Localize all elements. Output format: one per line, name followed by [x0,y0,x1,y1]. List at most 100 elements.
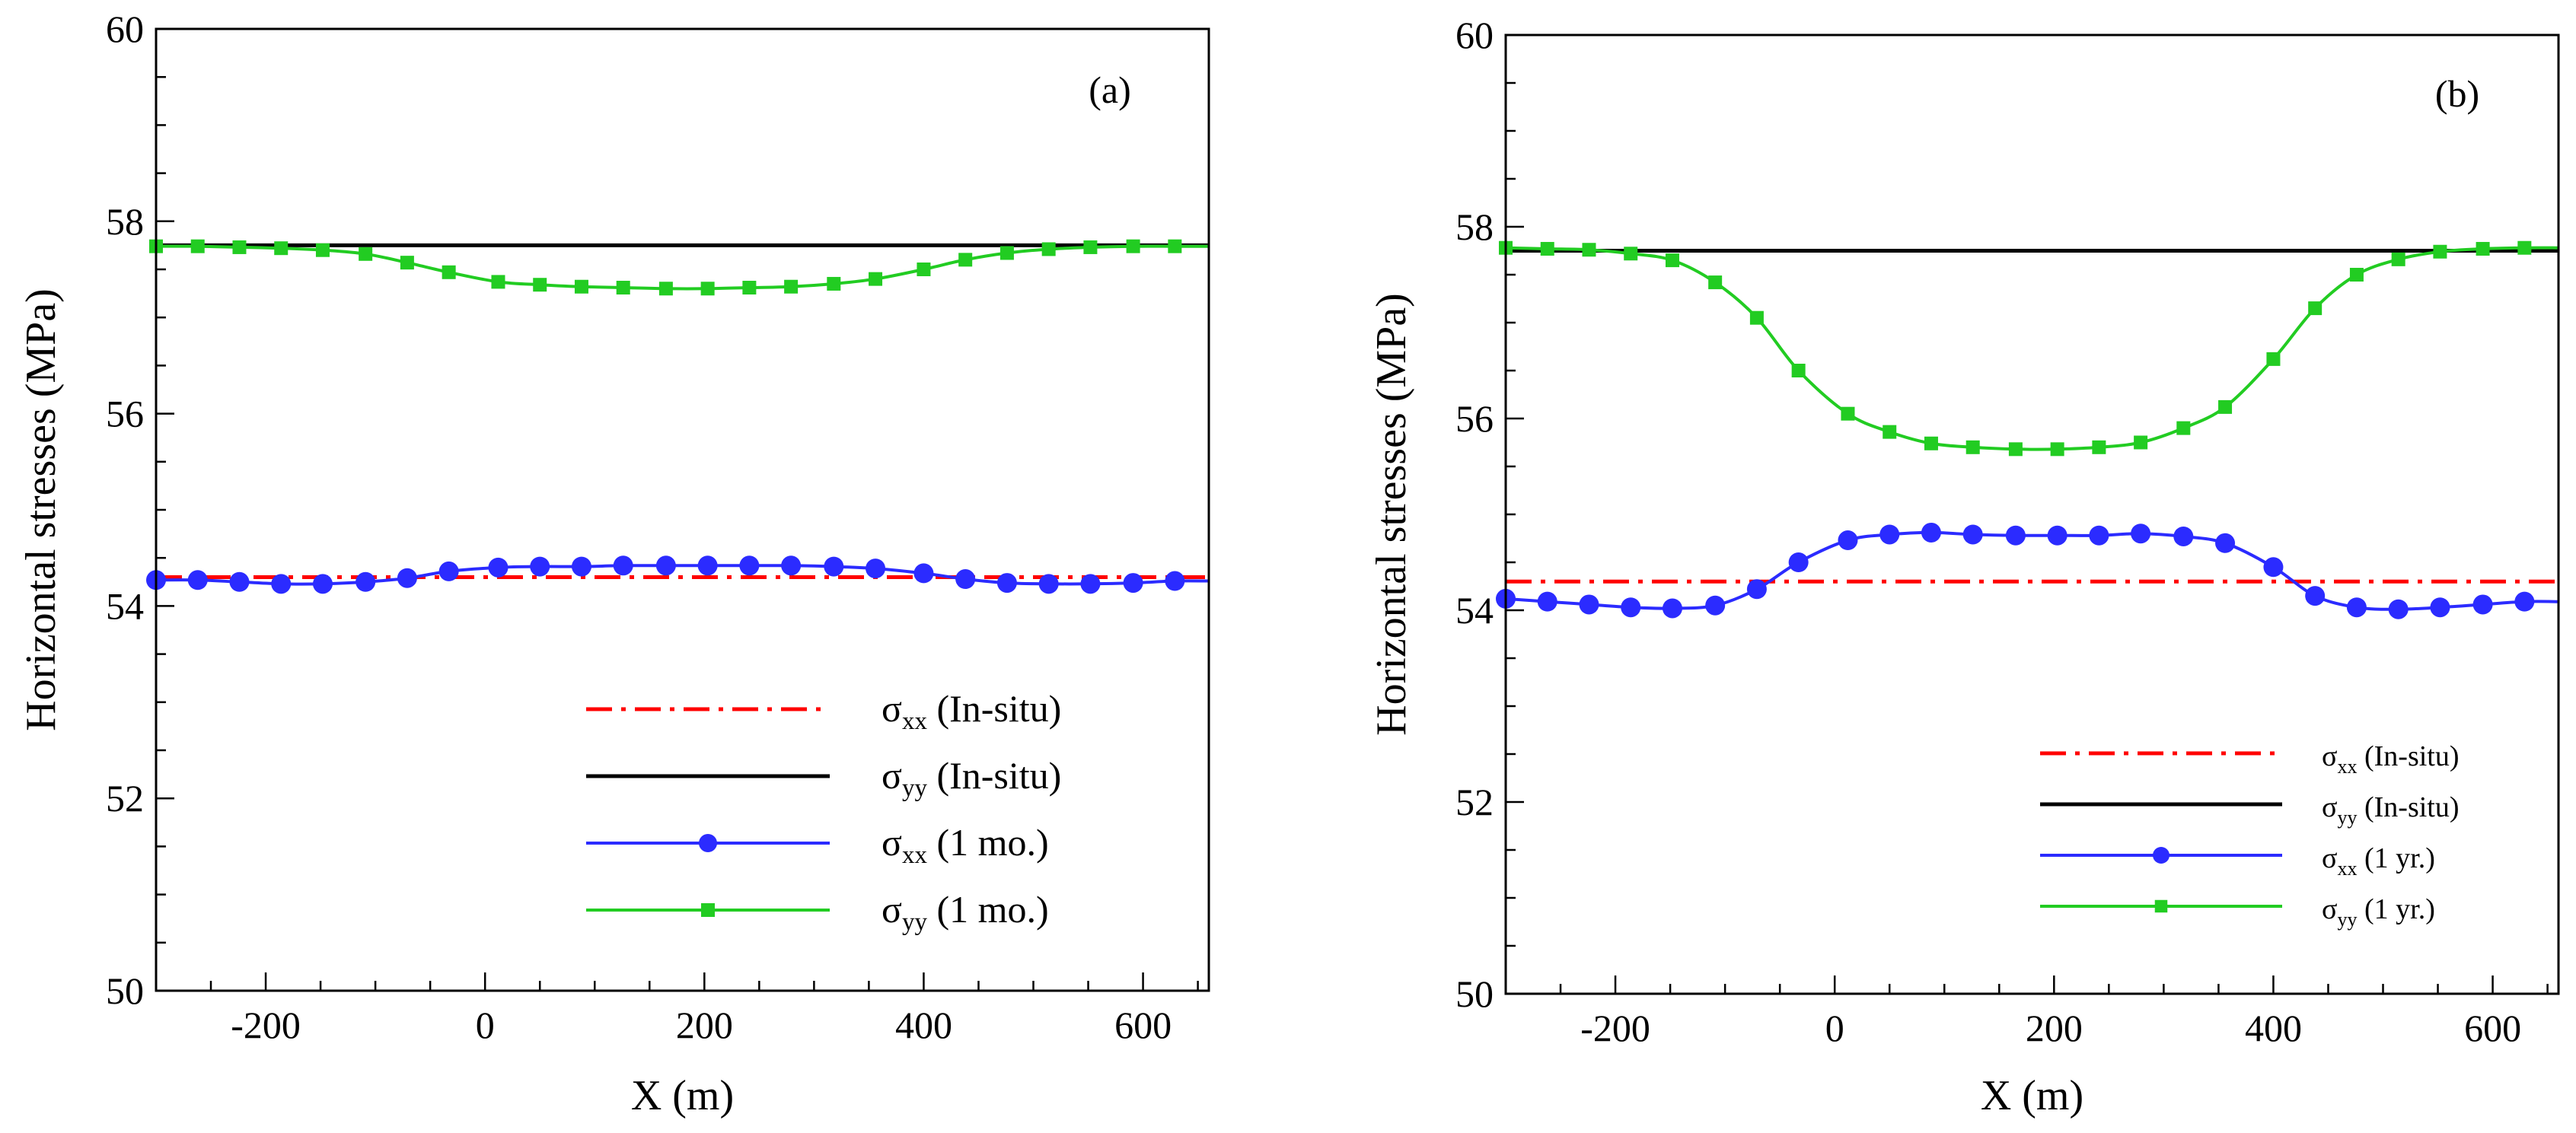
panel-b-plot-area [1506,246,2558,611]
panel-b-x-axis-title: X (m) [1981,1072,2083,1119]
panel-a-xtick-label: 600 [1114,1004,1172,1046]
panel-b-point-s2-16 [2173,526,2194,546]
panel-a-legend-symbol: σ [882,888,902,931]
panel-b-point-s3-14 [2092,440,2106,454]
panel-a-legend-subscript: xx [902,842,928,869]
panel-a-point-s2-16 [824,556,844,577]
panel-a-point-s2-21 [1038,574,1059,594]
panel-a-ytick-label: 50 [106,969,144,1012]
panel-b-legend-label-0: σxx (In-situ) [2322,740,2460,778]
panel-b-point-s2-10 [1921,522,1941,543]
panel-a-point-s2-23 [1123,573,1143,594]
panel-b-legend-label-2: σxx (1 yr.) [2322,842,2435,880]
panel-a-point-s2-4 [312,574,333,594]
panel-a-point-s2-12 [655,555,676,576]
panel-a-point-s3-3 [274,241,289,256]
panel-b-ytick-label: 54 [1455,589,1494,632]
panel-b-ytick-label: 60 [1455,14,1494,56]
panel-a-point-s3-24 [1168,239,1182,253]
panel-b-point-s2-6 [1746,579,1767,600]
panel-b-point-s2-1 [1537,591,1557,612]
panel-a-point-s2-24 [1165,571,1185,591]
panel-b-point-s2-5 [1705,595,1726,616]
panel-b-legend-suffix: (1 yr.) [2357,893,2434,925]
panel-b-xtick-label: 0 [1825,1007,1844,1049]
panel-a-legend-marker-3 [701,903,715,917]
panel-b-legend-suffix: (In-situ) [2357,740,2459,772]
panel-a-point-s2-17 [866,559,886,579]
panel-b-ytick-label: 58 [1455,205,1494,248]
panel-a-point-s2-1 [187,570,208,590]
panel-b-point-s3-11 [1965,440,1980,454]
panel-a-xtick-label: 400 [895,1004,952,1046]
panel-b-point-s2-7 [1788,552,1809,572]
panel-b-point-s3-21 [2391,252,2405,266]
panel-b-legend-label-1: σyy (In-situ) [2322,791,2460,829]
panel-b-point-s3-10 [1924,436,1938,450]
panel-a-point-s2-3 [271,574,292,594]
panel-a-point-s2-15 [781,555,802,576]
panel-b-point-s2-20 [2346,597,2367,618]
panel-b-series-line-3 [1506,246,2558,451]
panel-a-ytick-label: 56 [106,393,144,435]
panel-b-point-s2-3 [1621,597,1641,618]
panel-b-point-s3-2 [1582,243,1596,257]
panel-b-point-s3-22 [2433,244,2447,259]
panel-b-point-s2-2 [1579,594,1599,615]
panel-a-ytick-label: 52 [106,777,144,820]
panel-b-point-s3-6 [1749,310,1764,325]
panel-b-legend-suffix: (1 yr.) [2357,842,2434,874]
panel-b-legend-subscript: yy [2337,909,2357,931]
panel-b-point-s3-5 [1708,275,1723,290]
panel-b-point-s2-12 [2005,525,2026,546]
panel-b-xtick-label: 600 [2464,1007,2521,1049]
panel-b-point-s3-23 [2476,241,2490,256]
panel-b-point-s2-13 [2047,525,2067,546]
panel-b-legend-subscript: xx [2337,858,2357,880]
panel-b-point-s3-18 [2266,352,2281,366]
panel-a-point-s2-18 [913,563,934,584]
panel-b-point-s3-13 [2050,442,2064,457]
panel-b-point-s2-18 [2263,557,2284,578]
panel-a-point-s2-19 [955,569,976,590]
panel-b-xtick-label: 400 [2245,1007,2302,1049]
panel-a-y-axis-title: Horizontal stresses (MPa) [18,288,65,731]
panel-a-xtick-label: -200 [231,1004,301,1046]
panel-a-point-s3-10 [574,279,588,294]
panel-a-point-s3-6 [400,256,414,270]
panel-a-legend-label-1: σyy (In-situ) [882,754,1061,802]
panel-a-legend: σxx (In-situ)σyy (In-situ)σxx (1 mo.)σyy… [586,687,1061,936]
panel-a-point-s3-21 [1041,242,1056,256]
panel-b-point-s2-8 [1838,530,1858,551]
panel-a-point-s3-23 [1126,239,1140,253]
panel-a-ytick-label: 58 [106,200,144,243]
panel-a-x-axis-title: X (m) [631,1072,734,1119]
panel-a-point-s2-20 [996,573,1017,594]
panel-b-legend-symbol: σ [2322,791,2337,823]
panel-a-legend-suffix: (In-situ) [927,754,1061,797]
panel-a-point-s3-7 [442,265,456,279]
panel-a-point-s2-11 [613,555,633,576]
panel-b-point-s2-19 [2305,586,2326,606]
panel-a-legend-suffix: (In-situ) [927,687,1061,730]
panel-b-point-s3-7 [1791,364,1806,377]
panel-a-panel-tag: (a) [1089,68,1131,111]
panel-a-point-s3-14 [742,281,757,295]
panel-a-point-s3-18 [917,263,931,276]
panel-a-ytick-label: 60 [106,8,144,50]
panel-b-point-s2-21 [2388,599,2409,619]
panel-b-point-s2-14 [2089,525,2109,546]
panel-a-point-s3-13 [700,282,715,296]
panel-b-point-s3-3 [1624,247,1638,261]
panel-b-point-s3-1 [1540,241,1554,256]
panel-b-point-s3-9 [1883,425,1897,439]
panel-b-legend-marker-2 [2153,847,2170,864]
panel-a-point-s3-9 [533,278,547,292]
panel-b-legend-subscript: yy [2337,807,2357,829]
panel-a-point-s2-5 [355,571,376,592]
panel-b-point-s3-19 [2308,301,2323,316]
panel-a-point-s3-15 [784,279,799,294]
panel-a-legend-label-2: σxx (1 mo.) [882,821,1049,869]
panel-b-point-s2-17 [2215,533,2236,553]
panel-b-point-s2-11 [1962,524,1983,545]
